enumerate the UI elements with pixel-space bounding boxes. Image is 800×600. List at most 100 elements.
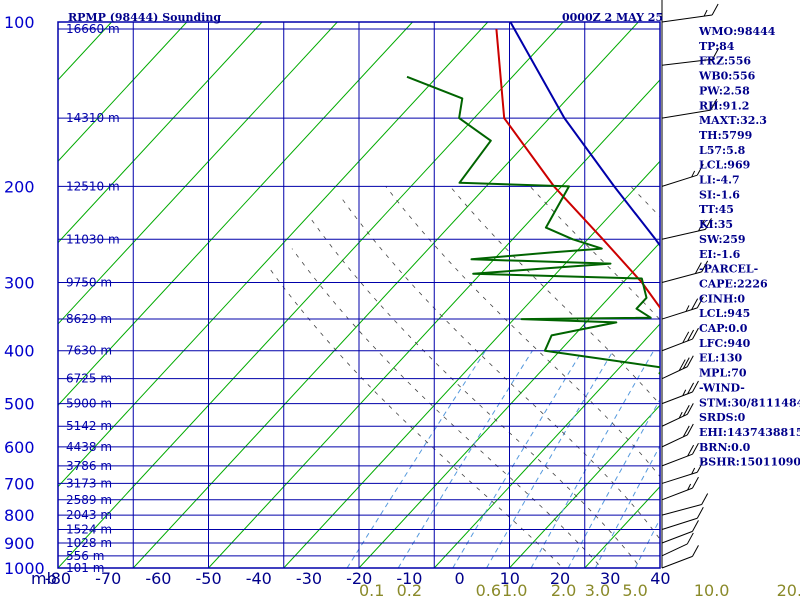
isotherm-line [58,22,188,162]
wind-barb-flag [692,380,699,393]
wind-barb-flag [694,262,702,274]
height-label: 16660 m [66,22,120,36]
moist-adiabat-line [291,248,603,568]
wind-barb-staff [661,338,693,352]
wind-barb-flag [692,545,699,557]
height-label: 5900 m [66,397,112,411]
wind-barb-half-flag [687,483,692,491]
pressure-label: 1000 [4,559,45,578]
wind-barb [661,476,699,501]
wind-barb [661,520,699,544]
mixing-ratio-label: 10.0 [694,581,730,600]
chart-datetime: 0000Z 2 MAY 25 [562,11,663,24]
index-item: LI:-4.7 [699,174,740,187]
isotherm-line [58,22,338,325]
pressure-label: 500 [4,395,35,414]
isotherm-line [58,22,489,488]
isotherm-line [132,22,639,568]
wind-barb-flag [692,327,699,340]
isotherm-line [283,160,660,568]
wind-barb-staff [661,391,693,405]
wind-barb-staff [661,366,688,380]
height-label: 5142 m [66,419,112,433]
index-item: CAP:0.0 [699,322,748,335]
wind-barb-flag [686,355,694,367]
wind-barb-staff [661,58,713,66]
height-label: 9750 m [66,276,112,290]
wind-barb-flag [705,218,712,230]
index-item: KI:35 [699,218,733,231]
wind-barb-flag [696,296,704,309]
wind-barb-flag [696,507,704,519]
isotherm-line [509,404,660,568]
temperature-line [495,28,660,310]
wind-barb-flag [698,219,705,232]
index-item: EHI:1437438815764 [699,426,800,439]
index-item: TT:45 [699,203,734,216]
height-label: 2589 m [66,493,112,507]
wind-barb [661,163,704,187]
wind-barb [661,460,704,484]
wind-barb-staff [661,504,702,516]
mixing-ratio-label: 3.0 [585,581,610,600]
pressure-label: 600 [4,438,35,457]
wind-barb-flag [701,260,709,273]
moist-adiabat-line [267,265,564,568]
temperature-tick-label: 30 [600,569,620,588]
moist-adiabat-line [311,219,642,568]
wind-barb [661,47,720,66]
index-item: EL:130 [699,352,742,365]
height-label: 2043 m [66,508,112,522]
wind-barb [661,260,709,283]
isotherm-line [58,22,564,568]
index-item: CINH:0 [699,292,745,305]
mixing-ratio-label: 1.0 [502,581,527,600]
pressure-label: 800 [4,506,35,525]
height-label: 1524 m [66,522,112,536]
wind-barb-flag [682,331,690,344]
wind-barb-half-flag [703,9,708,17]
index-item: BSHR:150110905511 [699,456,800,469]
index-item: -WIND- [699,381,745,394]
wind-barb-flag [687,444,695,457]
wind-barb-half-flag [682,389,687,396]
wind-barb [661,296,704,320]
height-label: 3786 m [66,459,112,473]
wind-barb-flag [696,460,704,473]
pressure-label: 700 [4,474,35,493]
isotherm-line [58,22,413,407]
mixing-ratio-label: 20.0 [777,581,800,600]
height-label: 12510 m [66,179,120,193]
temperature-tick-label: 40 [650,569,670,588]
index-item: CAPE:2226 [699,277,768,290]
wind-barb [661,218,712,240]
pressure-label: 100 [4,13,35,32]
wind-barb-half-flag [685,305,690,312]
wind-barb [661,423,694,448]
height-label: 101 m [66,561,104,575]
pressure-label: 400 [4,342,35,361]
height-label: 6725 m [66,372,112,386]
height-label: 14310 m [66,111,120,125]
wind-barb-staff [661,487,693,501]
wind-barb-flag [686,532,694,545]
wind-barb-flag [687,382,695,395]
wind-barb-staff [661,307,698,320]
parcel-line [509,22,660,248]
chart-title: RPMP (98444) Sounding [68,11,221,24]
index-item: MPL:70 [699,367,747,380]
wind-barb-staff [661,174,698,187]
wind-barb-flag [712,47,720,60]
wind-barb-flag [682,425,690,438]
moist-adiabat-line [449,186,660,406]
wind-barb-staff [661,228,706,240]
isotherm-line [358,241,660,568]
pressure-label: 200 [4,177,35,196]
index-item: FRZ:556 [699,55,751,68]
index-item: STM:30/81114848 [699,396,800,409]
wind-barb [661,507,704,530]
wind-barb-staff [661,14,713,23]
